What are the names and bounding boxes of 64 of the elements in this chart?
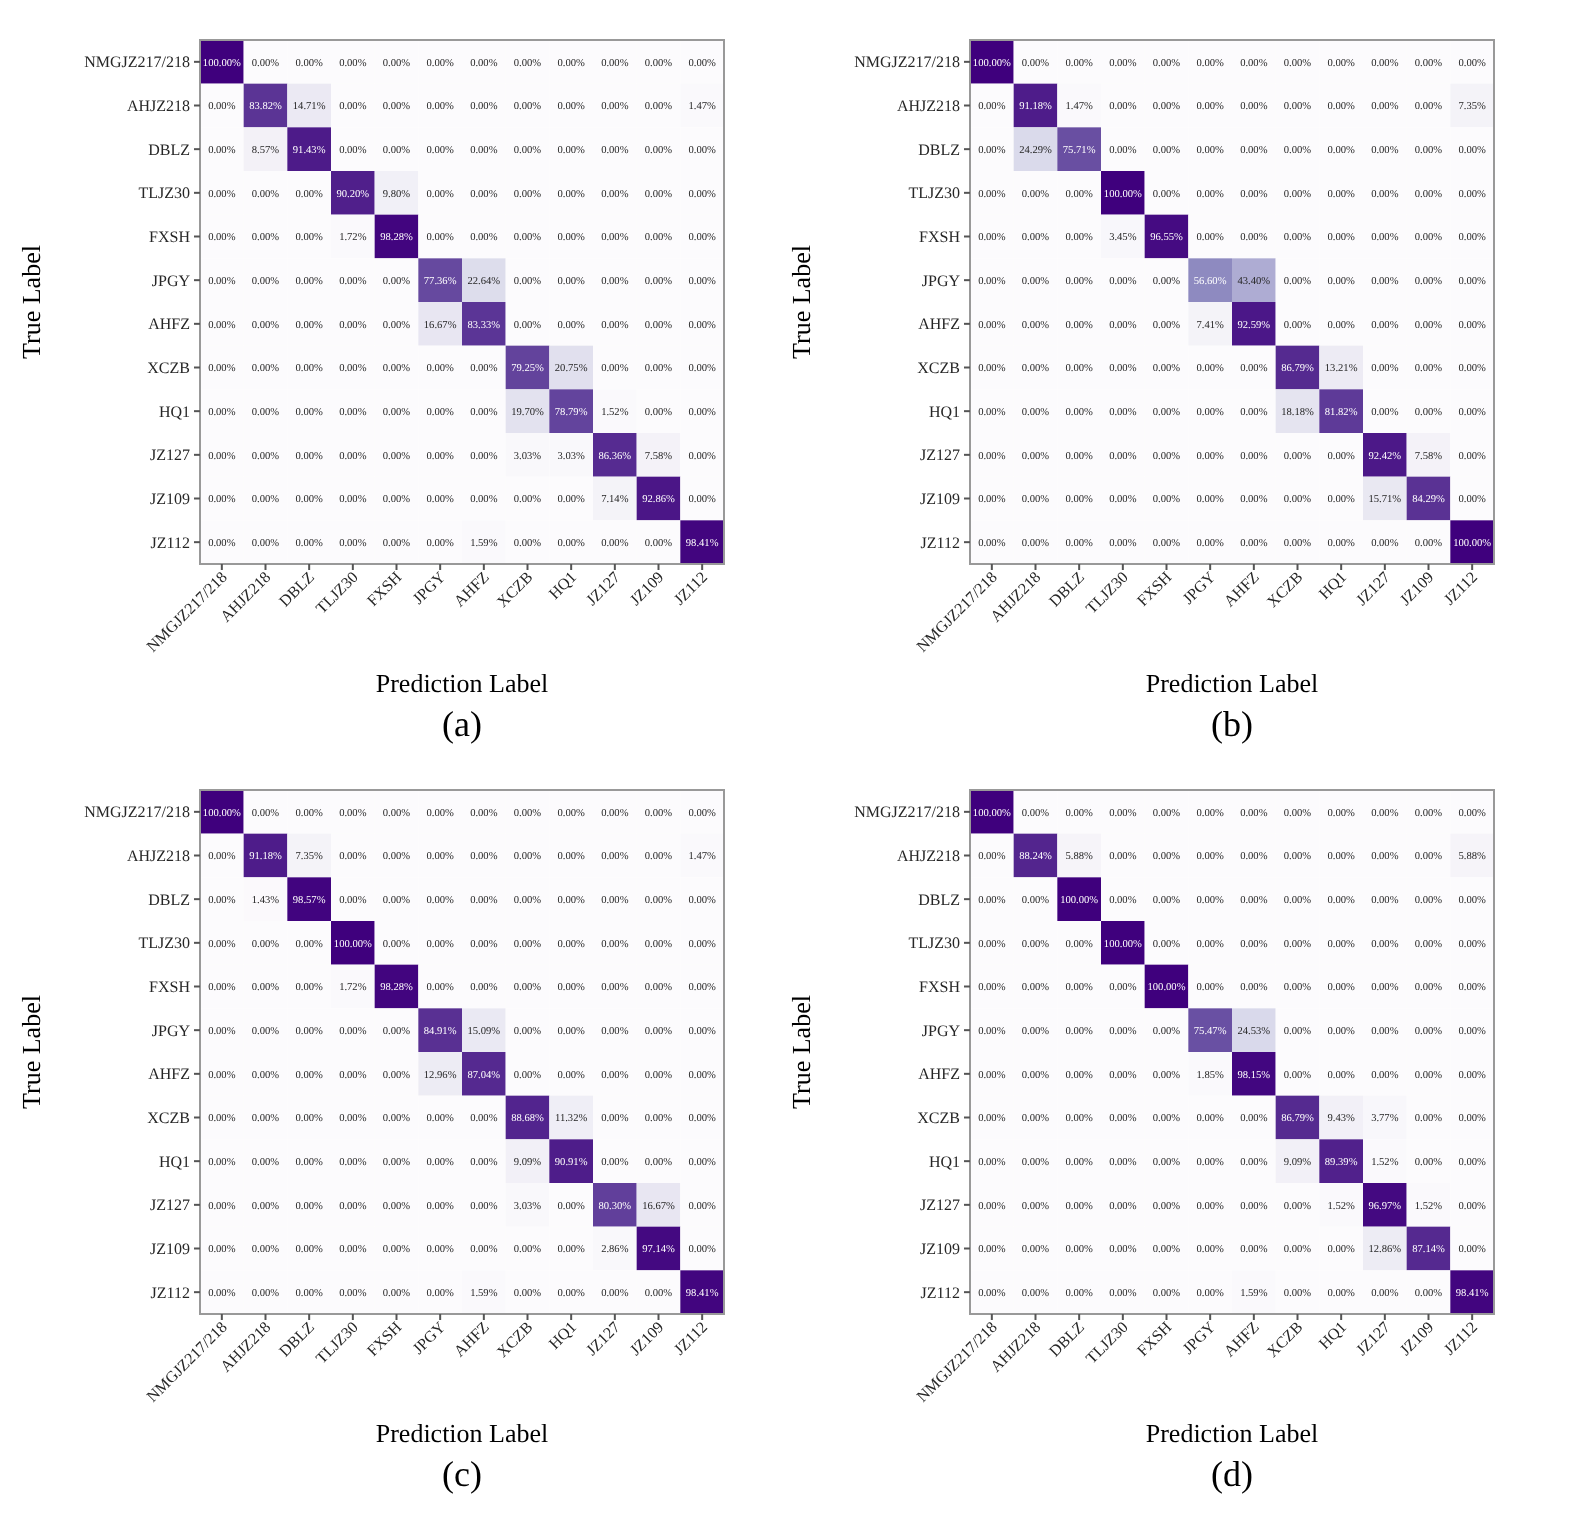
y-tick-label: HQ1 [158,402,190,421]
y-tick-label: JZ127 [920,1196,960,1215]
text: (b) [1211,704,1253,744]
y-tick-label: JZ112 [150,533,190,552]
y-tick-label: JZ109 [920,490,960,509]
x-tick-label: HQ1 [1315,1318,1350,1353]
y-tick-label: FXSH [149,978,191,997]
y-tick-label: JZ109 [150,490,190,509]
y-tick-label: XCZB [917,359,960,378]
y-tick-label: TLJZ30 [138,934,190,953]
y-tick-label: JZ127 [150,1196,190,1215]
y-tick-label: FXSH [149,228,191,247]
x-tick-label: HQ1 [545,1318,580,1353]
x-axis-title: Prediction Label [375,1418,550,1448]
text: (a) [442,704,482,744]
y-tick-label: HQ1 [928,402,960,421]
y-tick-label: AHFZ [148,315,191,334]
y-tick-label: JZ109 [150,1240,190,1259]
x-axis-title: Prediction Label [375,668,550,698]
y-tick-label: XCZB [147,359,190,378]
x-axis-title: Prediction Label [1145,668,1320,698]
y-tick-label: JPGY [921,271,961,290]
y-tick-label: XCZB [917,1109,960,1128]
y-tick-label: FXSH [919,978,961,997]
x-tick-label: HQ1 [1315,568,1350,603]
y-tick-label: AHJZ218 [896,847,960,866]
y-tick-label: TLJZ30 [908,934,960,953]
y-tick-label: JZ127 [150,446,190,465]
y-tick-label: TLJZ30 [138,184,190,203]
x-tick-label: HQ1 [545,568,580,603]
y-tick-label: AHFZ [918,315,961,334]
text: (d) [1211,1454,1253,1494]
y-tick-label: HQ1 [158,1152,190,1171]
y-axis-title: True Label [786,994,816,1109]
y-tick-label: JZ127 [920,446,960,465]
text: (c) [442,1454,482,1494]
y-tick-label: AHFZ [148,1065,191,1084]
y-tick-label: XCZB [147,1109,190,1128]
y-axis-title: True Label [16,244,46,359]
y-tick-label: DBLZ [148,890,191,909]
y-tick-label: AHJZ218 [126,847,190,866]
y-tick-label: NMGJZ217/218 [84,803,190,822]
y-tick-label: JPGY [151,271,191,290]
y-tick-label: JZ112 [150,1283,190,1302]
y-tick-label: JZ109 [920,1240,960,1259]
y-axis-title: True Label [16,994,46,1109]
y-tick-label: FXSH [919,228,961,247]
y-tick-label: JZ112 [920,533,960,552]
y-tick-label: TLJZ30 [908,184,960,203]
y-tick-label: JZ112 [920,1283,960,1302]
y-tick-label: AHFZ [918,1065,961,1084]
y-tick-label: NMGJZ217/218 [84,53,190,72]
y-tick-label: AHJZ218 [126,97,190,116]
y-tick-label: JPGY [151,1021,191,1040]
y-tick-label: NMGJZ217/218 [854,803,960,822]
y-axis-title: True Label [786,244,816,359]
y-tick-label: HQ1 [928,1152,960,1171]
y-tick-label: DBLZ [148,140,191,159]
y-tick-label: JPGY [921,1021,961,1040]
y-tick-label: NMGJZ217/218 [854,53,960,72]
y-tick-label: DBLZ [918,890,961,909]
y-tick-label: AHJZ218 [896,97,960,116]
y-tick-label: DBLZ [918,140,961,159]
x-axis-title: Prediction Label [1145,1418,1320,1448]
